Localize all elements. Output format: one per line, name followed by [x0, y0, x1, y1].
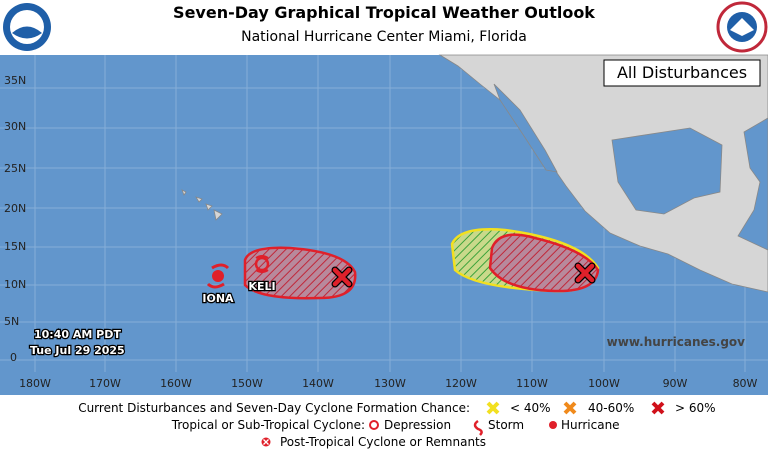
- header-bg: [0, 0, 768, 55]
- lon-label: 90W: [663, 377, 688, 390]
- lon-label: 100W: [588, 377, 620, 390]
- storm-label: KELI: [248, 280, 275, 293]
- lat-label: 10N: [4, 278, 26, 291]
- storm-label: IONA: [202, 292, 234, 305]
- legend-cyclone-type: Storm: [488, 418, 524, 432]
- title: Seven-Day Graphical Tropical Weather Out…: [173, 3, 595, 22]
- water-bodies: [493, 83, 768, 251]
- lon-label: 170W: [89, 377, 121, 390]
- timestamp-date: Tue Jul 29 2025: [30, 344, 125, 357]
- legend-chance: 40-60%: [588, 401, 634, 415]
- noaa-logo: [3, 3, 51, 51]
- subtitle: National Hurricane Center Miami, Florida: [241, 29, 527, 45]
- lat-label: 20N: [4, 202, 26, 215]
- lon-label: 130W: [374, 377, 406, 390]
- lon-label: 180W: [19, 377, 51, 390]
- legend-x-yellow: [486, 401, 500, 415]
- legend-label: Current Disturbances and Seven-Day Cyclo…: [78, 401, 470, 415]
- website: www.hurricanes.gov: [607, 335, 746, 349]
- legend-hurricane-icon: [549, 421, 557, 429]
- timestamp-time: 10:40 AM PDT: [34, 328, 121, 341]
- legend-post-tropical-x: [263, 439, 269, 445]
- lat-label: 30N: [4, 120, 26, 133]
- lon-label: 110W: [516, 377, 548, 390]
- latitude-labels: 35N 30N 25N 20N 15N 10N 5N 0: [4, 74, 26, 364]
- lon-label: 140W: [302, 377, 334, 390]
- legend-label: Tropical or Sub-Tropical Cyclone:: [171, 418, 365, 432]
- lon-label: 120W: [445, 377, 477, 390]
- hurricane-icon: [206, 263, 230, 289]
- lat-label: 35N: [4, 74, 26, 87]
- lon-label: 150W: [231, 377, 263, 390]
- legend-chance: < 40%: [510, 401, 551, 415]
- lat-label: 15N: [4, 240, 26, 253]
- lat-label: 0: [10, 351, 17, 364]
- nws-logo: [716, 1, 768, 53]
- legend-chance: > 60%: [675, 401, 716, 415]
- legend-post-tropical: Post-Tropical Cyclone or Remnants: [280, 435, 486, 449]
- legend-depression-icon: [369, 420, 379, 430]
- lon-label: 160W: [160, 377, 192, 390]
- legend-cyclone-type: Hurricane: [561, 418, 620, 432]
- disturbance-area-high: [488, 233, 600, 293]
- legend-bg: [0, 395, 768, 455]
- disturbance-area-high: [243, 246, 357, 300]
- high-chance-marker: [332, 263, 595, 287]
- panel-label: All Disturbances: [617, 63, 747, 82]
- panel-label-box: [603, 59, 761, 87]
- longitude-labels: 180W 170W 160W 150W 140W 130W 120W 110W …: [19, 377, 757, 390]
- legend-x-red: [651, 401, 665, 415]
- legend-storm-icon: [473, 419, 483, 436]
- storm-icon: [254, 255, 270, 273]
- lat-label: 5N: [4, 315, 19, 328]
- legend-x-orange: [563, 401, 577, 415]
- lon-label: 80W: [733, 377, 758, 390]
- lat-label: 25N: [4, 162, 26, 175]
- legend-cyclone-type: Depression: [384, 418, 451, 432]
